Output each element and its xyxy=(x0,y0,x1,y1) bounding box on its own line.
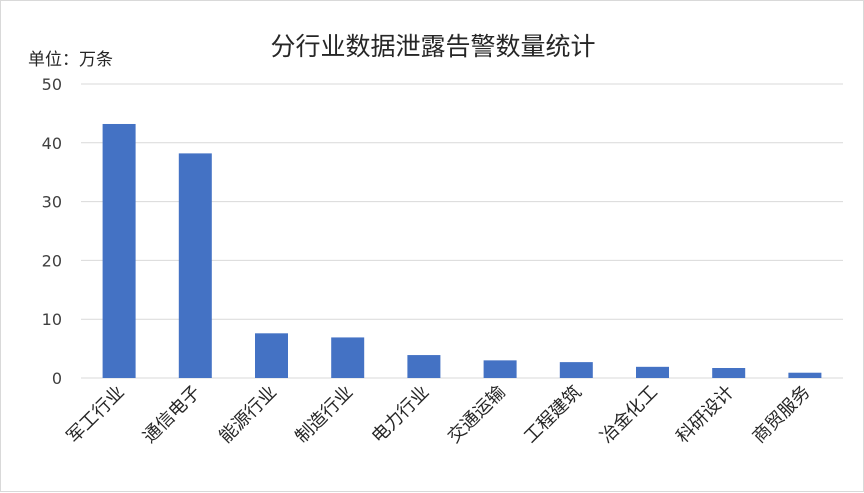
x-tick-label: 通信电子 xyxy=(139,382,205,448)
x-tick-label: 商贸服务 xyxy=(749,382,815,448)
bar xyxy=(331,337,365,378)
x-tick-label: 军工行业 xyxy=(63,382,129,448)
bar xyxy=(788,372,822,378)
y-tick-label: 50 xyxy=(42,75,62,94)
x-tick-label: 能源行业 xyxy=(215,382,281,448)
y-tick-label: 10 xyxy=(42,310,62,329)
bar xyxy=(712,368,746,378)
chart-title: 分行业数据泄露告警数量统计 xyxy=(270,32,596,61)
x-tick-label: 电力行业 xyxy=(368,382,434,448)
bar xyxy=(178,153,212,378)
bar xyxy=(102,123,136,378)
y-tick-label: 0 xyxy=(52,369,62,388)
y-tick-label: 30 xyxy=(42,193,62,212)
bar xyxy=(407,355,441,378)
bar xyxy=(483,360,517,378)
bar xyxy=(559,362,593,378)
x-tick-label: 交通运输 xyxy=(444,382,510,448)
y-tick-label: 20 xyxy=(42,251,62,270)
x-tick-label: 科研设计 xyxy=(672,382,738,448)
unit-label: 单位：万条 xyxy=(28,50,113,70)
x-tick-label: 工程建筑 xyxy=(520,382,586,448)
x-tick-label: 制造行业 xyxy=(291,382,357,448)
y-tick-label: 40 xyxy=(42,134,62,153)
bar xyxy=(636,366,669,378)
x-tick-label: 冶金化工 xyxy=(596,382,662,448)
bar xyxy=(255,333,288,378)
